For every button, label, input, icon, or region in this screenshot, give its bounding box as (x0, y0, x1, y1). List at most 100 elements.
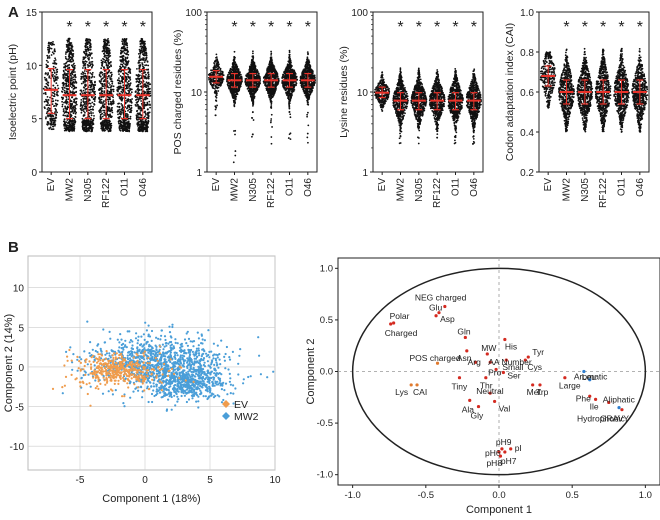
outlier-dot (232, 161, 235, 164)
data-dot (248, 77, 251, 79)
violin-rf122: * (262, 19, 280, 145)
data-dot (87, 66, 89, 68)
data-dot (93, 103, 95, 105)
data-dot (129, 82, 132, 84)
data-dot (46, 114, 49, 116)
data-dot (118, 108, 121, 111)
data-dot (141, 50, 144, 53)
data-dot (233, 58, 236, 61)
data-dot (139, 108, 142, 110)
data-dot (233, 104, 236, 106)
data-dot (255, 90, 258, 93)
data-dot (105, 56, 108, 59)
data-dot (248, 68, 251, 70)
y-tick-label: 0 (31, 168, 37, 179)
x-tick-label: RF122 (101, 178, 112, 208)
data-dot (90, 52, 93, 55)
data-dot (65, 78, 68, 81)
data-dot (208, 73, 211, 75)
data-dot (253, 88, 255, 91)
outlier-dot (140, 125, 143, 128)
data-dot (216, 86, 219, 89)
y-tick-label: 10 (26, 61, 38, 72)
data-dot (129, 117, 132, 120)
data-dot (69, 53, 72, 55)
outlier-dot (68, 128, 71, 131)
data-dot (55, 69, 58, 71)
data-dot (70, 100, 73, 103)
data-dot (101, 115, 104, 118)
data-dot (144, 59, 147, 62)
data-dot (125, 39, 128, 41)
data-dot (62, 69, 65, 72)
data-dot (110, 108, 112, 111)
data-dot (108, 44, 110, 47)
data-dot (90, 127, 93, 130)
data-dot (126, 130, 128, 133)
data-dot (72, 64, 75, 66)
data-dot (80, 99, 83, 101)
data-dot (130, 104, 133, 107)
data-dot (147, 73, 150, 76)
data-dot (45, 59, 48, 62)
data-dot (74, 87, 76, 89)
data-dot (53, 80, 56, 83)
data-dot (102, 85, 105, 88)
data-dot (257, 72, 260, 75)
data-dot (74, 64, 76, 67)
data-dot (88, 106, 91, 109)
data-dot (43, 92, 45, 95)
data-dot (265, 77, 268, 80)
data-dot (145, 54, 148, 57)
data-dot (109, 71, 112, 74)
data-dot (220, 70, 222, 73)
violin-n305: * (79, 19, 97, 133)
data-dot (268, 81, 271, 84)
data-dot (53, 95, 56, 97)
data-dot (67, 67, 69, 70)
data-dot (219, 85, 222, 87)
data-dot (272, 81, 274, 84)
data-dot (66, 119, 69, 121)
data-dot (140, 38, 143, 40)
data-dot (67, 46, 69, 49)
data-dot (236, 90, 238, 92)
data-dot (107, 90, 109, 93)
data-dot (109, 78, 112, 81)
data-dot (139, 106, 142, 108)
violin-mw2: * (226, 19, 243, 164)
data-dot (88, 99, 91, 102)
data-dot (103, 75, 106, 77)
data-dot (145, 81, 148, 84)
data-dot (111, 111, 114, 114)
data-dot (136, 85, 139, 88)
outlier-dot (49, 117, 52, 120)
data-dot (70, 77, 73, 80)
data-dot (125, 121, 128, 124)
outlier-dot (106, 124, 108, 127)
data-dot (250, 65, 253, 68)
data-dot (82, 81, 85, 84)
data-dot (65, 84, 68, 86)
data-dot (250, 63, 253, 66)
data-dot (85, 110, 88, 112)
data-dot (84, 56, 86, 58)
data-dot (120, 59, 123, 62)
data-dot (54, 79, 57, 81)
data-dot (126, 63, 128, 65)
data-dot (122, 65, 124, 67)
significance-star: * (103, 19, 109, 36)
data-dot (67, 73, 69, 75)
data-dot (270, 54, 272, 56)
data-dot (249, 69, 252, 72)
data-dot (65, 121, 68, 123)
data-dot (54, 124, 56, 127)
data-dot (269, 84, 271, 86)
data-dot (112, 85, 115, 88)
data-dot (108, 107, 111, 109)
data-dot (214, 88, 216, 90)
data-dot (71, 103, 73, 106)
data-dot (123, 38, 126, 40)
